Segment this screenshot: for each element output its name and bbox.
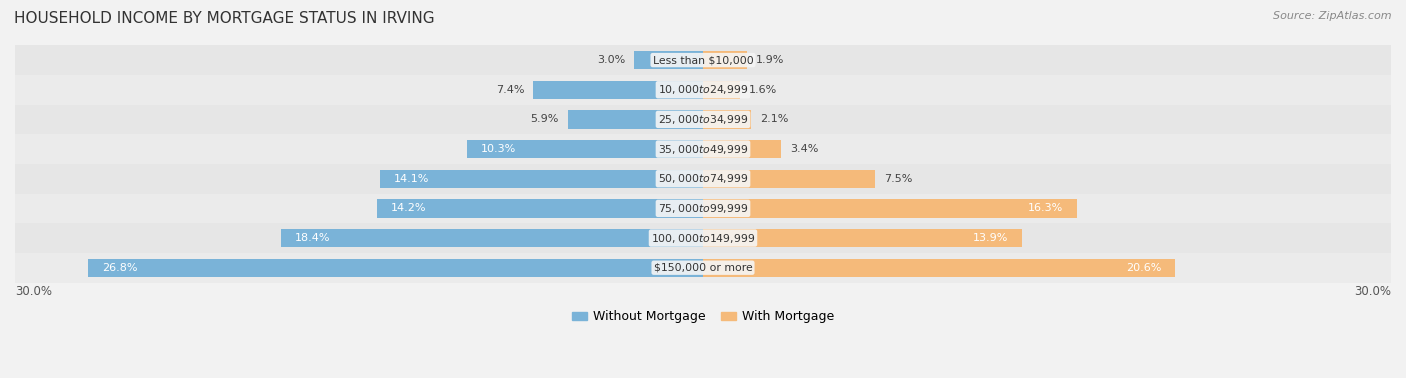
Bar (15, 45, 1391, 75)
Text: HOUSEHOLD INCOME BY MORTGAGE STATUS IN IRVING: HOUSEHOLD INCOME BY MORTGAGE STATUS IN I… (14, 11, 434, 26)
Bar (377, 199, 703, 218)
Bar (703, 81, 740, 99)
Text: 10.3%: 10.3% (481, 144, 516, 154)
Text: 5.9%: 5.9% (530, 115, 558, 124)
Text: $25,000 to $34,999: $25,000 to $34,999 (658, 113, 748, 126)
Bar (380, 169, 703, 188)
Text: $35,000 to $49,999: $35,000 to $49,999 (658, 143, 748, 156)
Bar (281, 229, 703, 247)
Bar (703, 169, 875, 188)
Text: Source: ZipAtlas.com: Source: ZipAtlas.com (1274, 11, 1392, 21)
Bar (703, 110, 751, 129)
Text: 7.4%: 7.4% (496, 85, 524, 95)
Text: $150,000 or more: $150,000 or more (654, 263, 752, 273)
Text: 14.1%: 14.1% (394, 174, 429, 184)
Bar (703, 259, 1175, 277)
Text: 20.6%: 20.6% (1126, 263, 1161, 273)
Bar (533, 81, 703, 99)
Text: 14.2%: 14.2% (391, 203, 426, 214)
Text: 3.4%: 3.4% (790, 144, 818, 154)
Legend: Without Mortgage, With Mortgage: Without Mortgage, With Mortgage (567, 305, 839, 328)
Text: 2.1%: 2.1% (761, 115, 789, 124)
Bar (15, 105, 1391, 134)
Bar (15, 253, 1391, 282)
Text: $100,000 to $149,999: $100,000 to $149,999 (651, 232, 755, 245)
Text: 16.3%: 16.3% (1028, 203, 1063, 214)
Bar (634, 51, 703, 69)
Bar (703, 51, 747, 69)
Bar (703, 199, 1077, 218)
Text: $50,000 to $74,999: $50,000 to $74,999 (658, 172, 748, 185)
Bar (89, 259, 703, 277)
Bar (15, 75, 1391, 105)
Bar (15, 194, 1391, 223)
Text: 30.0%: 30.0% (1354, 285, 1391, 298)
Text: 7.5%: 7.5% (884, 174, 912, 184)
Bar (15, 134, 1391, 164)
Bar (467, 140, 703, 158)
Bar (703, 140, 780, 158)
Bar (15, 223, 1391, 253)
Text: $75,000 to $99,999: $75,000 to $99,999 (658, 202, 748, 215)
Text: 13.9%: 13.9% (973, 233, 1008, 243)
Bar (703, 229, 1022, 247)
Bar (568, 110, 703, 129)
Text: $10,000 to $24,999: $10,000 to $24,999 (658, 83, 748, 96)
Text: 1.6%: 1.6% (749, 85, 778, 95)
Text: 1.9%: 1.9% (756, 55, 785, 65)
Text: 26.8%: 26.8% (103, 263, 138, 273)
Bar (15, 164, 1391, 194)
Text: 3.0%: 3.0% (596, 55, 626, 65)
Text: 30.0%: 30.0% (15, 285, 52, 298)
Text: Less than $10,000: Less than $10,000 (652, 55, 754, 65)
Text: 18.4%: 18.4% (295, 233, 330, 243)
